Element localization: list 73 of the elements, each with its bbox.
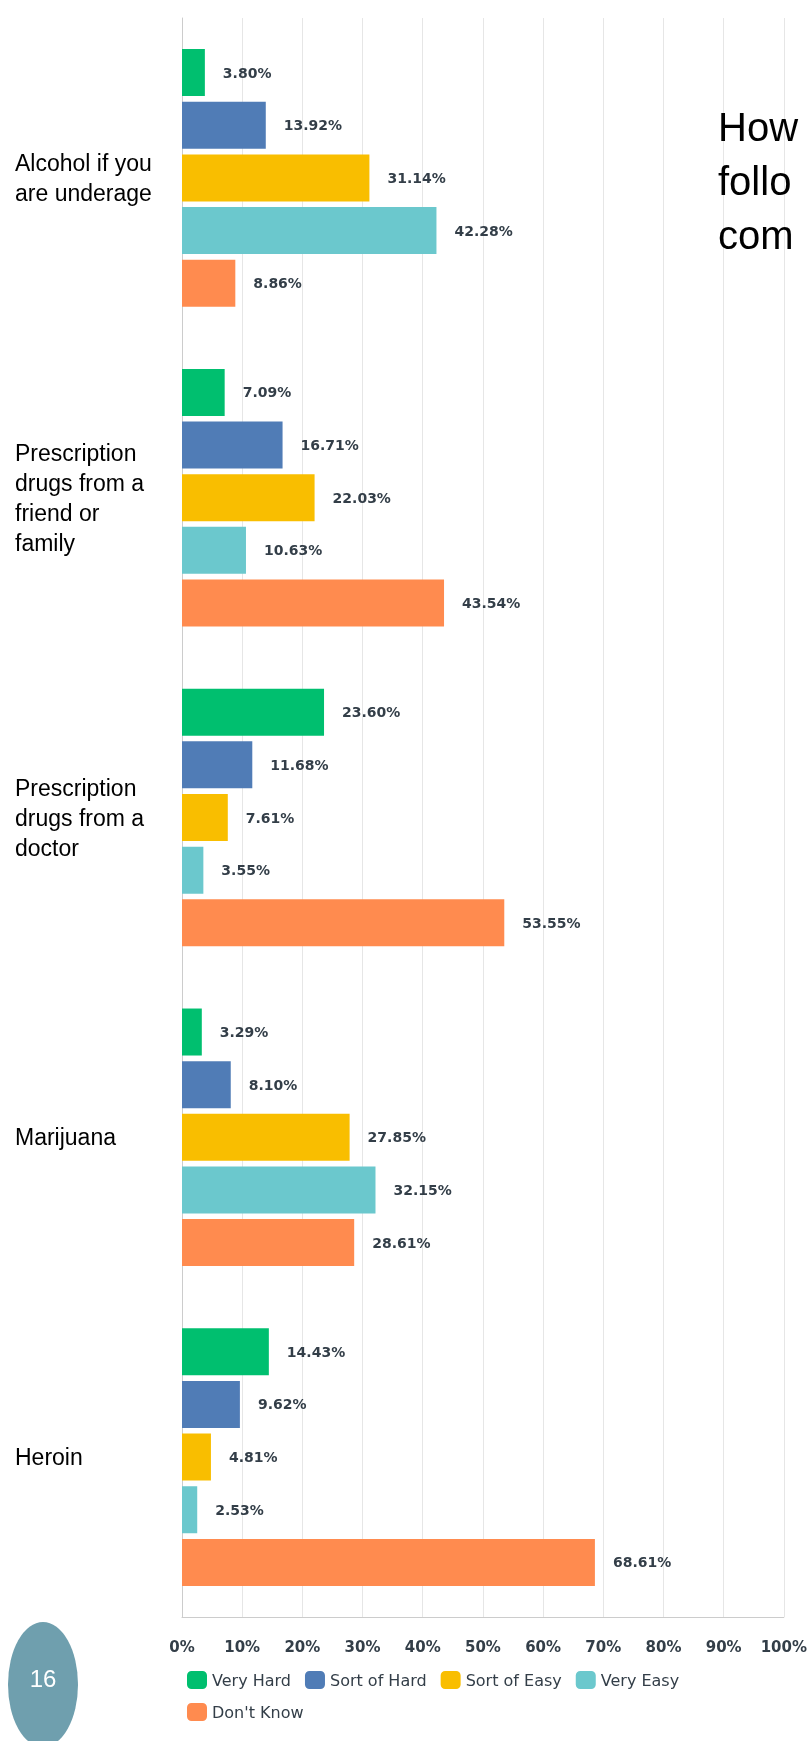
annotation: How follo com bbox=[718, 104, 799, 259]
bar bbox=[182, 1486, 198, 1534]
data-label: 3.29% bbox=[219, 1024, 269, 1041]
x-tick-label: 90% bbox=[705, 1637, 742, 1656]
data-label: 14.43% bbox=[286, 1343, 346, 1360]
bar bbox=[182, 794, 228, 841]
x-tick-label: 20% bbox=[284, 1637, 321, 1656]
data-label: 22.03% bbox=[332, 489, 391, 506]
y-tick-label: Prescription drugs from a doctor bbox=[15, 774, 151, 861]
bar bbox=[182, 1061, 231, 1109]
bar bbox=[182, 846, 204, 894]
data-label: 10.63% bbox=[263, 542, 323, 559]
data-label: 8.10% bbox=[248, 1076, 298, 1093]
data-label: 2.53% bbox=[215, 1501, 264, 1518]
y-tick-label: Marijuana bbox=[15, 1124, 117, 1151]
data-label: 4.81% bbox=[228, 1449, 278, 1466]
x-tick-label: 0% bbox=[169, 1637, 195, 1656]
x-tick-label: 70% bbox=[585, 1637, 622, 1656]
bar bbox=[182, 207, 437, 255]
x-tick-label: 60% bbox=[525, 1637, 562, 1656]
legend-label: Sort of Hard bbox=[329, 1670, 427, 1690]
bar bbox=[182, 688, 325, 736]
bar bbox=[182, 1219, 355, 1267]
data-label: 16.71% bbox=[300, 437, 359, 454]
data-label: 43.54% bbox=[462, 594, 521, 611]
bar bbox=[182, 1328, 269, 1376]
data-label: 42.28% bbox=[454, 222, 513, 239]
data-label: 31.14% bbox=[387, 169, 446, 186]
data-label: 53.55% bbox=[522, 914, 581, 931]
legend-label: Don't Know bbox=[212, 1702, 304, 1722]
data-label: 11.68% bbox=[270, 756, 329, 773]
data-label: 28.61% bbox=[372, 1234, 431, 1251]
bar bbox=[182, 899, 505, 947]
data-label: 32.15% bbox=[393, 1181, 452, 1198]
data-label: 7.09% bbox=[242, 384, 292, 401]
bar bbox=[182, 259, 236, 307]
x-tick-label: 100% bbox=[760, 1637, 807, 1656]
data-label: 13.92% bbox=[283, 117, 343, 134]
bar bbox=[182, 741, 253, 789]
legend-label: Very Easy bbox=[600, 1670, 680, 1690]
bar bbox=[182, 49, 205, 97]
x-tick-label: 80% bbox=[645, 1637, 682, 1656]
data-label: 3.80% bbox=[222, 64, 272, 81]
y-tick-label: Prescription drugs from a friend or family bbox=[15, 439, 151, 556]
bar bbox=[182, 474, 315, 522]
data-label: 7.61% bbox=[245, 809, 295, 826]
data-label: 27.85% bbox=[367, 1129, 426, 1146]
data-label: 23.60% bbox=[342, 704, 401, 721]
x-tick-label: 30% bbox=[344, 1637, 381, 1656]
data-label: 68.61% bbox=[612, 1554, 672, 1571]
bar bbox=[182, 1166, 376, 1214]
bar bbox=[182, 368, 225, 416]
bar bbox=[182, 154, 370, 202]
legend-label: Sort of Easy bbox=[465, 1670, 562, 1690]
data-label: 3.55% bbox=[221, 862, 270, 879]
bar bbox=[182, 101, 266, 149]
bar bbox=[182, 1538, 595, 1586]
x-tick-label: 50% bbox=[464, 1637, 501, 1656]
x-tick-label: 40% bbox=[404, 1637, 441, 1656]
y-tick-label: Heroin bbox=[15, 1444, 83, 1471]
bar bbox=[182, 421, 283, 469]
legend-label: Very Hard bbox=[212, 1670, 291, 1690]
bar bbox=[182, 1008, 202, 1056]
x-tick-label: 10% bbox=[224, 1637, 261, 1656]
data-label: 8.86% bbox=[253, 275, 302, 292]
bar bbox=[182, 1433, 211, 1481]
y-tick-label: Alcohol if you are underage bbox=[15, 149, 159, 206]
bar bbox=[182, 579, 445, 627]
bar bbox=[182, 1113, 350, 1161]
bar bbox=[182, 1380, 240, 1428]
bar bbox=[182, 526, 246, 574]
text: 16 bbox=[28, 1665, 58, 1693]
data-label: 9.62% bbox=[257, 1396, 307, 1413]
